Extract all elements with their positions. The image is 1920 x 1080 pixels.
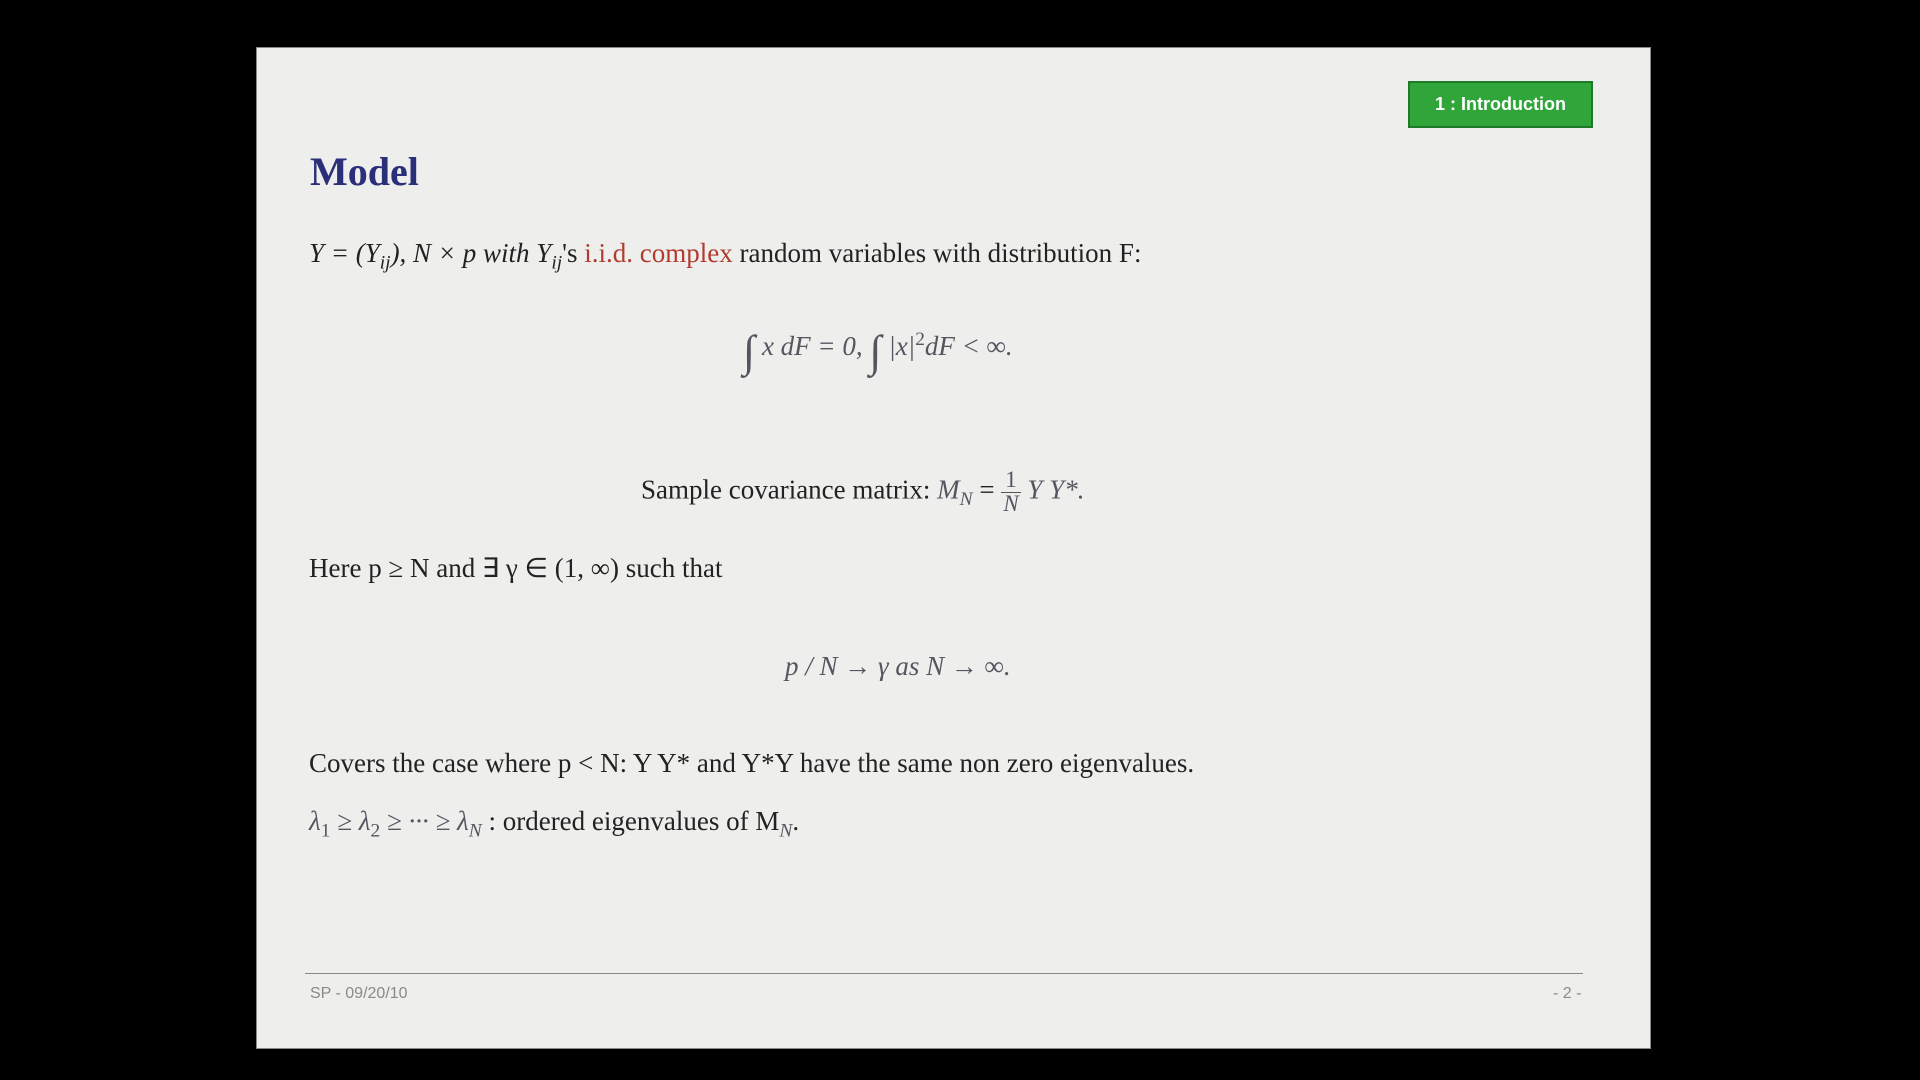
l5-s3: N [469, 820, 482, 841]
eq1-int1: ∫ [743, 334, 755, 370]
footer-left: SP - 09/20/10 [310, 985, 408, 1003]
l1-d: random variables with distribution F: [733, 238, 1142, 268]
l4-a: Covers the case where p < N: Y Y* and Y*… [309, 748, 1194, 778]
l2-num: 1 [1001, 469, 1020, 493]
l5-a: λ [309, 806, 321, 836]
l1-iid: i.i.d. [584, 238, 633, 268]
section-badge-label: 1 : Introduction [1435, 94, 1566, 115]
l5-d: : ordered eigenvalues of M [482, 806, 780, 836]
text-line-4: Covers the case where p < N: Y Y* and Y*… [309, 748, 1194, 779]
l5-s1: 1 [321, 820, 331, 841]
l2-den: N [1001, 493, 1020, 516]
text-line-3: Here p ≥ N and ∃ γ ∈ (1, ∞) such that [309, 553, 722, 584]
l1-complex: complex [640, 238, 733, 268]
eq1-sup: 2 [915, 329, 925, 350]
l5-e: . [792, 806, 799, 836]
slide-title: Model [310, 148, 419, 195]
l2-tail: Y Y*. [1021, 475, 1085, 505]
eq1-a: x dF = 0, [755, 331, 869, 361]
eq1-int2: ∫ [869, 334, 881, 370]
footer-rule [305, 973, 1583, 974]
text-line-1: Y = (Yij), N × p with Yij's i.i.d. compl… [309, 238, 1141, 269]
l2-mn: M [937, 475, 960, 505]
l2-eq: = [973, 475, 1002, 505]
l1-asub: ij [380, 252, 391, 273]
l1-c: 's [562, 238, 584, 268]
text-line-5: λ1 ≥ λ2 ≥ ··· ≥ λN : ordered eigenvalues… [309, 806, 799, 837]
l3-a: Here p ≥ N and ∃ γ ∈ (1, ∞) such that [309, 553, 722, 583]
l2-frac: 1N [1001, 469, 1020, 516]
l5-b: ≥ λ [330, 806, 370, 836]
footer-right: - 2 - [1553, 985, 1581, 1003]
l2-mnsub: N [960, 489, 973, 510]
equation-1: ∫ x dF = 0, ∫ |x|2dF < ∞. [743, 331, 1013, 370]
l1-sp [633, 238, 640, 268]
text-line-2: Sample covariance matrix: MN = 1N Y Y*. [641, 469, 1084, 516]
l5-s2: 2 [370, 820, 380, 841]
l1-b: ), N × p with Y [391, 238, 552, 268]
eq1-c: dF < ∞. [925, 331, 1013, 361]
l1-a: Y = (Y [309, 238, 380, 268]
eq2-a: p / N → γ as N → ∞. [785, 651, 1011, 681]
equation-2: p / N → γ as N → ∞. [785, 651, 1011, 682]
section-badge: 1 : Introduction [1408, 81, 1593, 128]
l2-label: Sample covariance matrix: [641, 475, 937, 505]
slide-body: 1 : Introduction Model Y = (Yij), N × p … [256, 47, 1651, 1049]
eq1-b: |x| [882, 331, 916, 361]
l1-bsub: ij [551, 252, 562, 273]
l5-c: ≥ ··· ≥ λ [380, 806, 469, 836]
l5-s4: N [779, 820, 792, 841]
